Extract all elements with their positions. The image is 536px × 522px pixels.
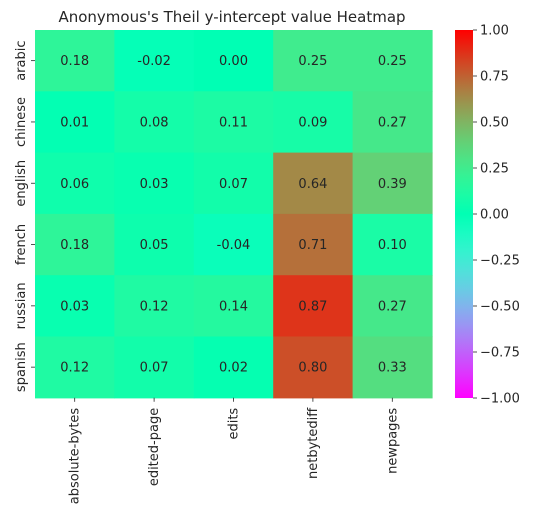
cell-value-label: 0.71 — [298, 238, 327, 253]
colorbar: 1.00 0.75 0.50 0.25 0.00 −0.25 −0.50 −0.75 −1.00 — [455, 24, 520, 407]
cell-value-label: 0.02 — [219, 361, 248, 376]
cell-value-label: 0.07 — [219, 177, 248, 192]
cell-value-label: 0.08 — [140, 115, 169, 130]
chart-title: Anonymous's Theil y-intercept value Heat… — [58, 8, 405, 26]
colorbar-tick-label: −0.50 — [480, 300, 520, 315]
heatmap-cells: 0.18 -0.02 0.00 0.25 0.25 0.01 0.08 0.11 0.09 0.2… — [35, 30, 433, 399]
heatmap-cell — [273, 275, 354, 338]
x-tick-label: edited-page — [147, 408, 162, 486]
heatmap-cell — [352, 30, 433, 92]
heatmap-cell — [273, 30, 354, 92]
heatmap-cell — [114, 213, 195, 276]
cell-value-label: 0.39 — [378, 177, 407, 192]
heatmap-cell — [114, 91, 195, 154]
heatmap-cell — [273, 336, 354, 399]
heatmap-cell — [114, 30, 195, 92]
cell-value-label: 0.09 — [298, 115, 327, 130]
heatmap-cell — [352, 275, 433, 338]
y-tick-label: russian — [14, 282, 29, 329]
heatmap-cell — [35, 213, 115, 276]
heatmap-cell — [193, 30, 274, 92]
heatmap-cell — [114, 275, 195, 338]
cell-value-label: 0.18 — [60, 54, 89, 69]
cell-value-label: 0.05 — [140, 238, 169, 253]
colorbar-tick-label: 0.50 — [480, 116, 509, 131]
colorbar-tick-label: −1.00 — [480, 392, 520, 407]
colorbar-ticks: 1.00 0.75 0.50 0.25 0.00 −0.25 −0.50 −0.75 −1.00 — [473, 24, 520, 407]
heatmap-cell — [193, 275, 274, 338]
cell-value-label: 0.33 — [378, 361, 407, 376]
cell-value-label: 0.01 — [60, 115, 89, 130]
heatmap-cell — [35, 275, 115, 338]
colorbar-tick-label: −0.75 — [480, 346, 520, 361]
cell-value-label: 0.87 — [298, 299, 327, 314]
cell-value-label: 0.14 — [219, 299, 248, 314]
heatmap-cell — [35, 91, 115, 154]
colorbar-tick-label: −0.25 — [480, 254, 520, 269]
colorbar-tick-label: 0.00 — [480, 208, 509, 223]
heatmap-cell — [35, 30, 115, 92]
heatmap-cell — [114, 152, 195, 215]
heatmap-cell — [352, 91, 433, 154]
x-axis: absolute-bytes edited-page edits netbytedif… — [68, 397, 400, 505]
cell-value-label: 0.12 — [140, 299, 169, 314]
cell-value-label: 0.80 — [298, 361, 327, 376]
x-tick-label: netbytediff — [306, 407, 321, 479]
heatmap-cell — [193, 152, 274, 215]
cell-value-label: 0.03 — [60, 299, 89, 314]
heatmap-cell — [114, 336, 195, 399]
cell-value-label: 0.27 — [378, 299, 407, 314]
cell-value-label: -0.02 — [137, 54, 171, 69]
cell-value-label: 0.07 — [140, 361, 169, 376]
cell-value-label: 0.18 — [60, 238, 89, 253]
heatmap-cell — [193, 91, 274, 154]
y-tick-label: french — [14, 224, 29, 265]
colorbar-tick-label: 1.00 — [480, 24, 509, 39]
cell-value-label: 0.12 — [60, 361, 89, 376]
cell-value-label: 0.03 — [140, 177, 169, 192]
heatmap-cell — [35, 152, 115, 215]
cell-value-label: 0.25 — [298, 54, 327, 69]
heatmap-cell — [193, 336, 274, 399]
cell-value-label: 0.10 — [378, 238, 407, 253]
cell-value-label: 0.11 — [219, 115, 248, 130]
colorbar-gradient — [455, 30, 473, 398]
heatmap-cell — [273, 91, 354, 154]
heatmap-cell — [352, 213, 433, 276]
cell-value-label: 0.00 — [219, 54, 248, 69]
cell-value-label: -0.04 — [217, 238, 251, 253]
cell-value-label: 0.27 — [378, 115, 407, 130]
cell-value-label: 0.06 — [60, 177, 89, 192]
y-tick-label: chinese — [14, 97, 29, 147]
y-tick-label: spanish — [14, 342, 29, 392]
heatmap-cell — [352, 152, 433, 215]
y-axis: arabic chinese english french russian spanish — [14, 41, 35, 392]
heatmap-cell — [273, 213, 354, 276]
x-tick-label: absolute-bytes — [68, 408, 83, 505]
cell-value-label: 0.25 — [378, 54, 407, 69]
y-tick-label: arabic — [14, 41, 29, 81]
heatmap-cell — [35, 336, 115, 399]
x-tick-label: newpages — [385, 408, 400, 474]
heatmap-cell — [273, 152, 354, 215]
heatmap-cell — [352, 336, 433, 399]
cell-value-label: 0.64 — [298, 177, 327, 192]
x-tick-label: edits — [227, 408, 242, 440]
colorbar-tick-label: 0.75 — [480, 70, 509, 85]
y-tick-label: english — [14, 160, 29, 207]
colorbar-tick-label: 0.25 — [480, 162, 509, 177]
heatmap-cell — [193, 213, 274, 276]
